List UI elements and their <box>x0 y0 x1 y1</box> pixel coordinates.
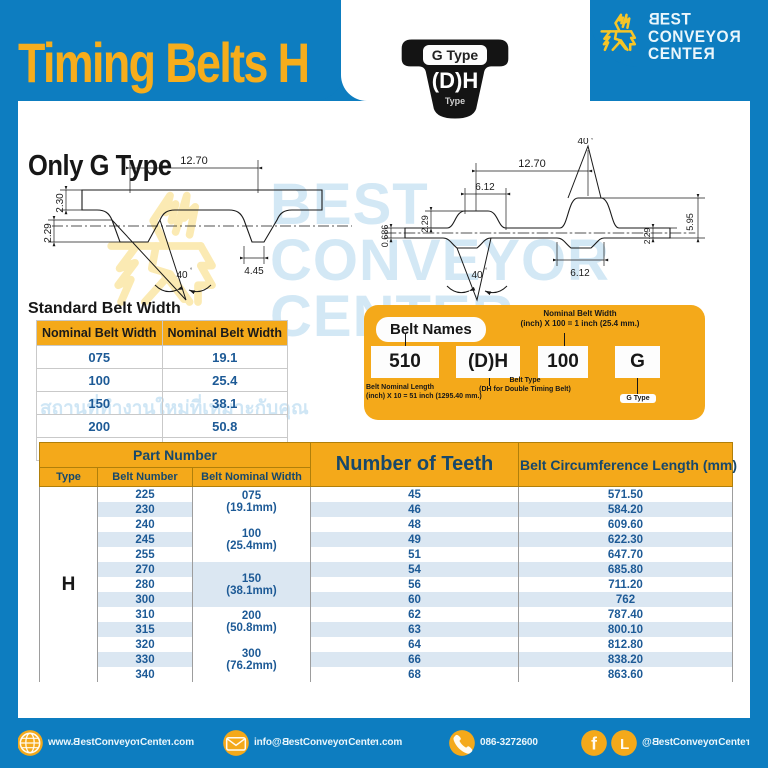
svg-text:°: ° <box>485 268 488 274</box>
svg-text:0.686: 0.686 <box>380 225 390 248</box>
svg-text:2.29: 2.29 <box>642 227 652 244</box>
svg-text:L: L <box>620 736 629 753</box>
svg-text:6.12: 6.12 <box>475 182 495 193</box>
svg-text:°: ° <box>591 138 594 144</box>
svg-text:12.70: 12.70 <box>180 155 208 167</box>
svg-text:4.45: 4.45 <box>244 266 264 277</box>
svg-text:40: 40 <box>577 138 589 147</box>
svg-text:°: ° <box>190 268 193 274</box>
svg-text:2.30: 2.30 <box>55 193 66 213</box>
svg-text:5.95: 5.95 <box>685 213 695 231</box>
svg-text:6.12: 6.12 <box>570 268 590 279</box>
svg-text:12.70: 12.70 <box>518 158 546 170</box>
svg-text:40: 40 <box>176 270 188 281</box>
svg-text:2.29: 2.29 <box>420 215 430 233</box>
svg-text:40: 40 <box>471 270 483 281</box>
svg-text:2.29: 2.29 <box>43 223 54 243</box>
svg-text:f: f <box>591 733 597 753</box>
